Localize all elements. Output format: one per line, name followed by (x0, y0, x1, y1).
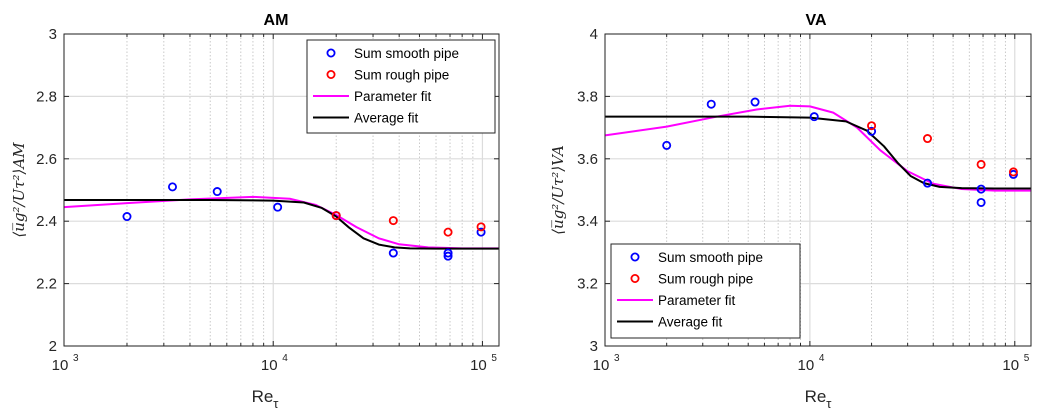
va-x-tick-label: 10 (593, 357, 610, 374)
am-legend: Sum smooth pipe Sum rough pipe Parameter f… (306, 39, 496, 134)
va-legend: Sum smooth pipe Sum rough pipe Parameter f… (610, 243, 801, 339)
am-series-average-fit (64, 198, 499, 250)
va-chart-panel: VA ⟨u̅g²/Uτ²⟩VA Reτ 3 3.2 3.4 3.6 3.8 4 10 3 10 4… (549, 12, 1032, 411)
am-legend-label: Sum rough pipe (354, 68, 449, 83)
va-legend-label: Sum smooth pipe (658, 250, 763, 265)
am-x-tick-label: 10 (261, 357, 278, 374)
va-chart-title: VA (805, 12, 826, 29)
va-x-tick-label: 10 (798, 357, 815, 374)
am-point-sum-smooth-pipe (212, 187, 222, 197)
va-y-axis-label: ⟨u̅g²/Uτ²⟩VA (549, 145, 567, 235)
am-point-sum-smooth-pipe (476, 227, 486, 237)
va-x-axis-label-sub: τ (826, 396, 832, 411)
va-legend-label: Sum rough pipe (658, 272, 753, 287)
va-y-tick-label: 3.2 (577, 276, 598, 293)
am-point-sum-smooth-pipe (443, 251, 453, 261)
am-x-tick-exponent: 3 (73, 353, 79, 364)
va-point-sum-rough-pipe (976, 159, 986, 169)
va-x-tick-exponent: 3 (614, 353, 620, 364)
va-y-tick-label: 4 (590, 26, 598, 43)
am-point-sum-rough-pipe (443, 227, 453, 237)
am-y-tick-label: 2.6 (36, 151, 57, 168)
am-x-tick-exponent: 5 (491, 353, 497, 364)
va-y-tick-label: 3.8 (577, 88, 598, 105)
va-point-sum-smooth-pipe (750, 97, 760, 107)
am-point-sum-smooth-pipe (122, 212, 132, 222)
am-y-axis-label: ⟨u̅g²/Uτ²⟩AM (10, 142, 28, 238)
va-point-sum-smooth-pipe (867, 126, 877, 136)
va-y-tick-label: 3 (590, 338, 598, 355)
am-x-tick-label: 10 (52, 357, 69, 374)
am-legend-marker (326, 48, 336, 58)
am-point-sum-smooth-pipe (443, 248, 453, 258)
va-point-sum-smooth-pipe (809, 112, 819, 122)
va-y-tick-label: 3.4 (577, 213, 598, 230)
am-y-tick-label: 2.8 (36, 88, 57, 105)
am-ticks: 2 2.2 2.4 2.6 2.8 3 10 3 10 4 10 5 (36, 26, 499, 374)
am-y-tick-label: 3 (49, 26, 57, 43)
va-legend-marker (630, 273, 640, 283)
va-x-axis-label: Reτ (805, 387, 833, 411)
am-plot-area (64, 182, 499, 261)
am-legend-label: Parameter fit (354, 89, 432, 104)
am-x-axis-label-sub: τ (273, 396, 279, 411)
va-point-sum-smooth-pipe (976, 184, 986, 194)
am-chart-panel: AM ⟨u̅g²/Uτ²⟩AM Reτ 2 2.2 2.4 2.6 2.8 3 10 3 10 4… (10, 12, 500, 411)
va-axes-box (604, 33, 1032, 347)
am-point-sum-smooth-pipe (167, 182, 177, 192)
am-point-sum-smooth-pipe (388, 248, 398, 258)
va-point-sum-smooth-pipe (706, 99, 716, 109)
va-legend-label: Parameter fit (658, 293, 736, 308)
va-ticks: 3 3.2 3.4 3.6 3.8 4 10 3 10 4 10 5 (577, 26, 1031, 374)
am-axes-box (63, 33, 500, 347)
va-y-tick-label: 3.6 (577, 151, 598, 168)
am-point-sum-rough-pipe (476, 222, 486, 232)
va-point-sum-rough-pipe (867, 121, 877, 131)
va-point-sum-smooth-pipe (976, 197, 986, 207)
va-x-tick-exponent: 5 (1024, 353, 1030, 364)
am-x-tick-label: 10 (470, 357, 487, 374)
va-plot-area (605, 97, 1031, 207)
va-point-sum-rough-pipe (1008, 167, 1018, 177)
va-point-sum-rough-pipe (923, 134, 933, 144)
am-point-sum-smooth-pipe (273, 202, 283, 212)
va-legend-label: Average fit (658, 315, 723, 330)
am-point-sum-rough-pipe (331, 211, 341, 221)
va-point-sum-smooth-pipe (923, 178, 933, 188)
va-x-tick-exponent: 4 (819, 353, 825, 364)
am-x-axis-label: Reτ (252, 387, 280, 411)
am-y-tick-label: 2.4 (36, 213, 57, 230)
am-legend-label: Sum smooth pipe (354, 46, 459, 61)
va-x-tick-label: 10 (1002, 357, 1019, 374)
am-y-tick-label: 2.2 (36, 276, 57, 293)
am-legend-marker (326, 70, 336, 80)
va-point-sum-smooth-pipe (662, 140, 672, 150)
va-legend-marker (630, 252, 640, 262)
am-legend-label: Average fit (354, 111, 419, 126)
am-point-sum-rough-pipe (388, 216, 398, 226)
am-x-tick-exponent: 4 (282, 353, 288, 364)
am-x-axis-label-main: Re (252, 387, 274, 406)
va-x-axis-label-main: Re (805, 387, 827, 406)
am-chart-title: AM (264, 12, 289, 29)
am-y-tick-label: 2 (49, 338, 57, 355)
